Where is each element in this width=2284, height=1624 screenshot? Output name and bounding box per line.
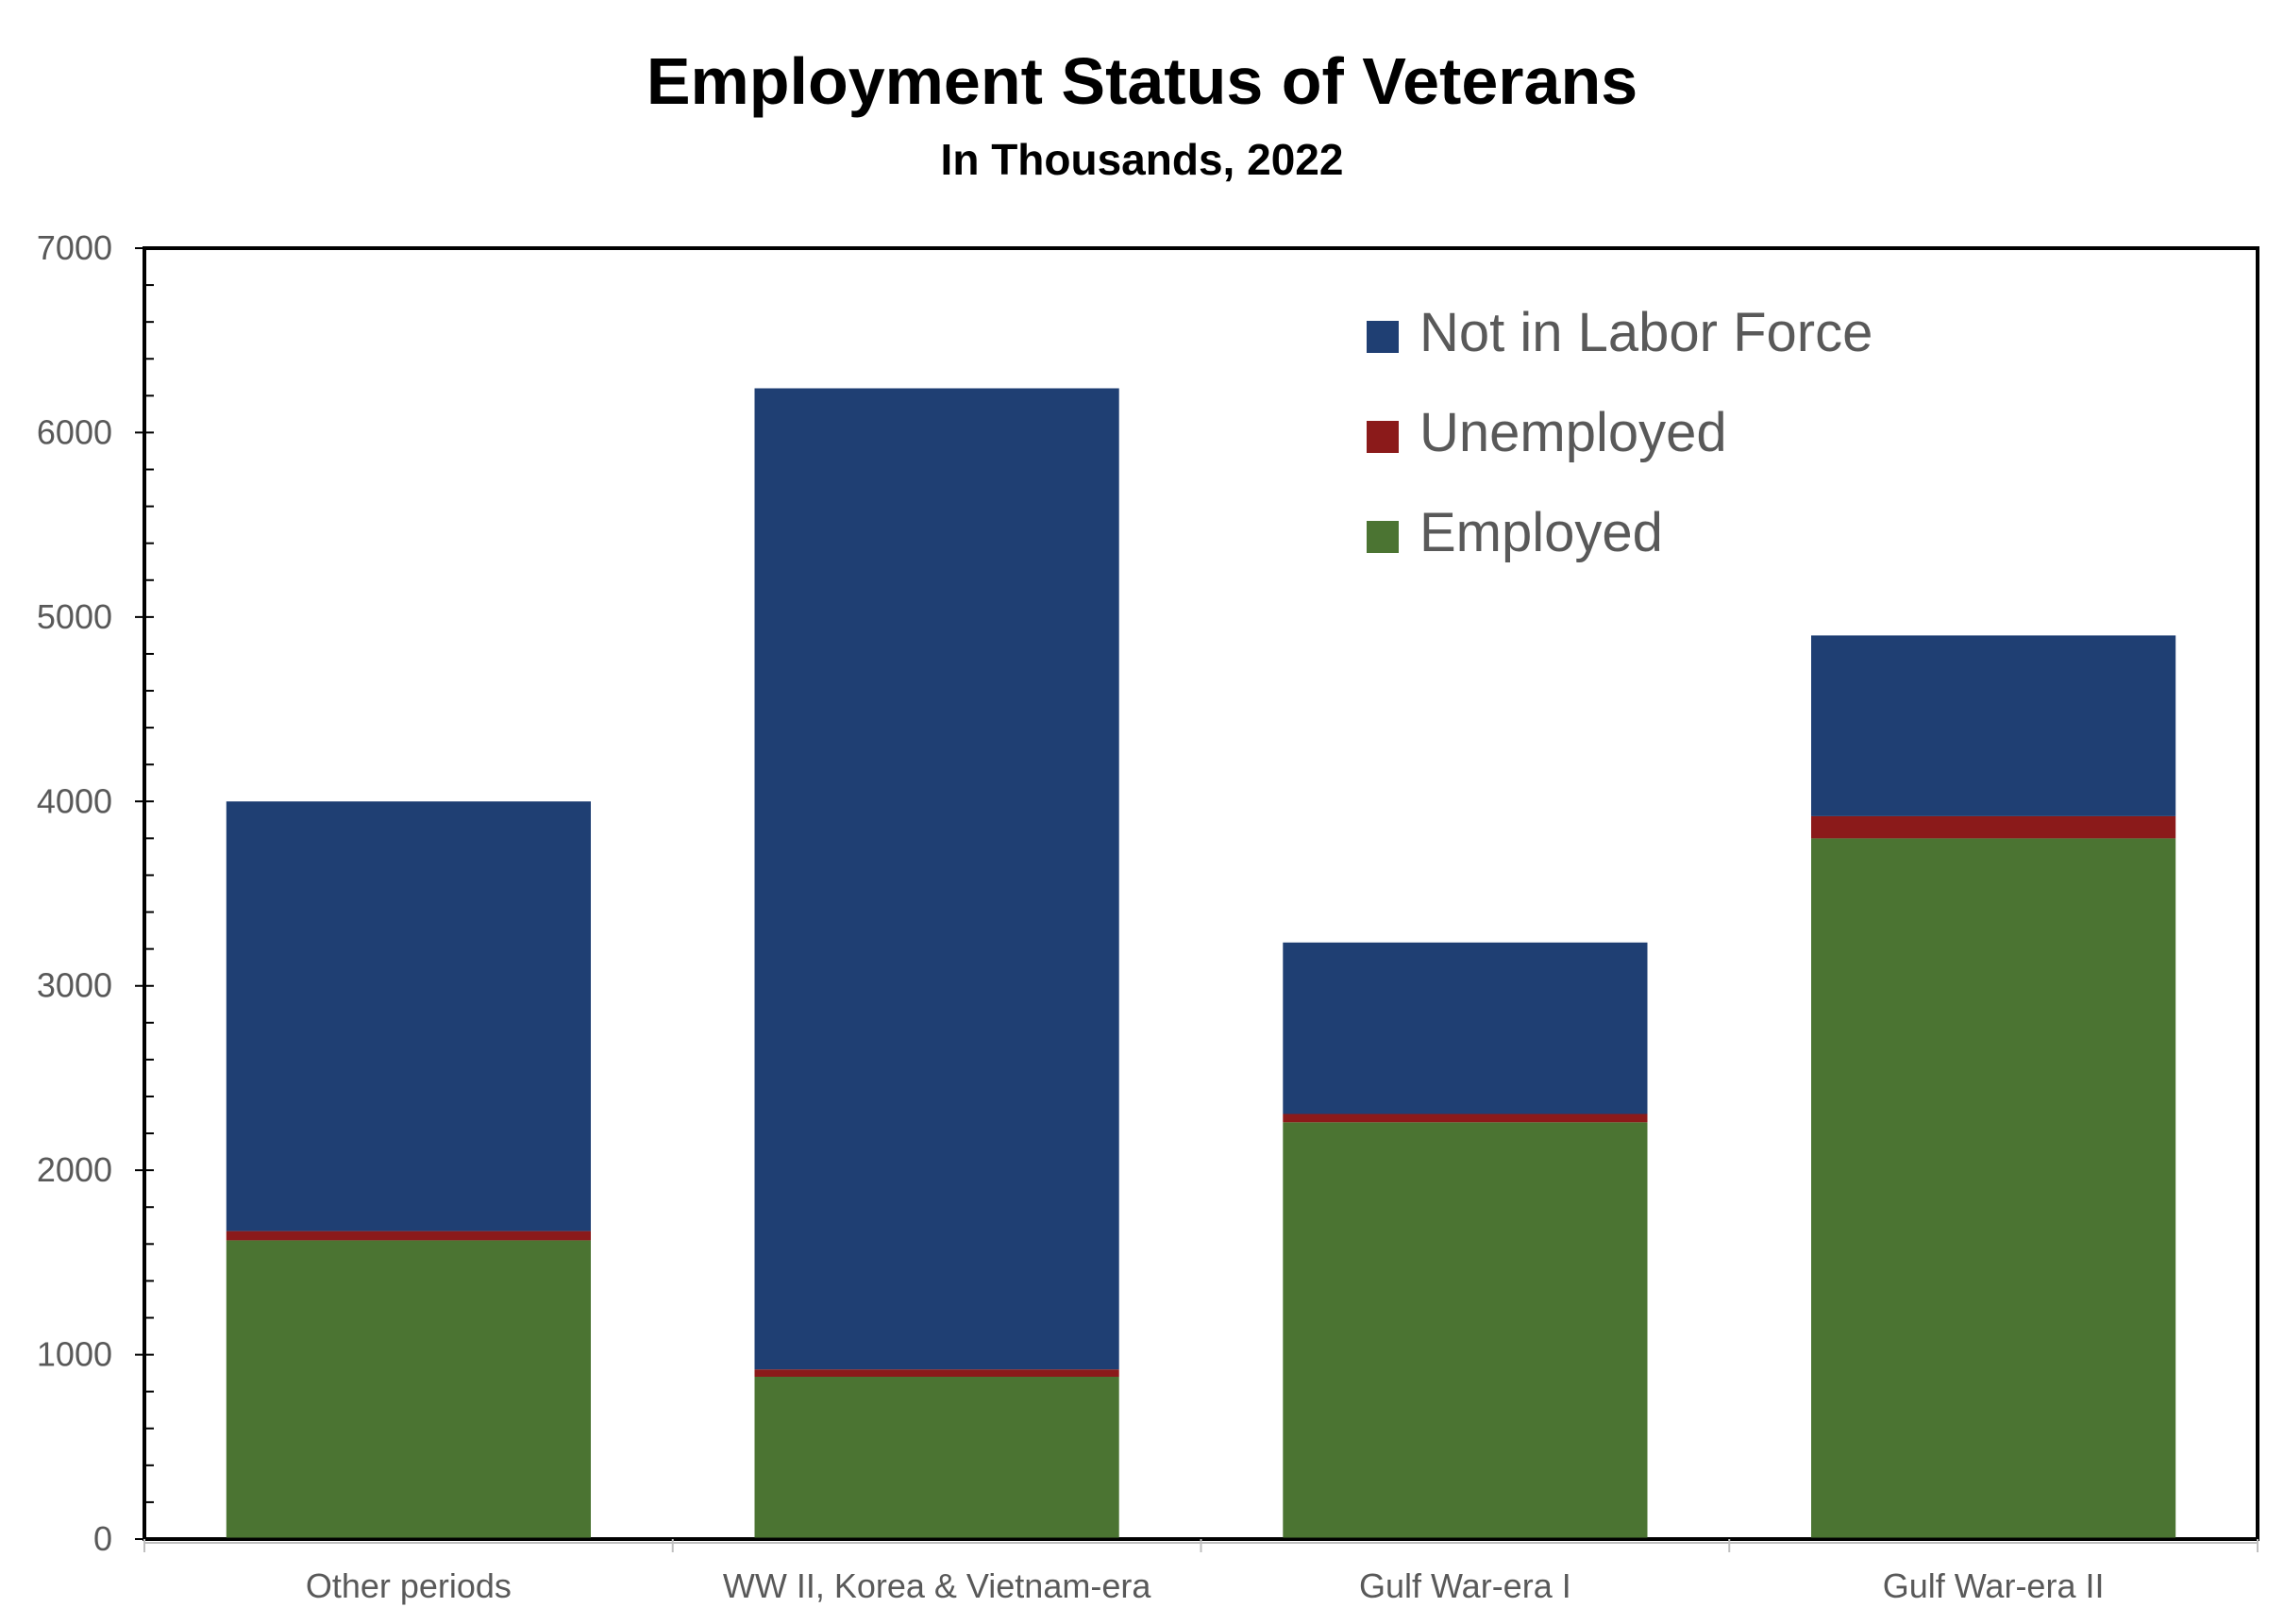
bar-unemployed-0: [226, 1231, 592, 1241]
chart-subtitle: In Thousands, 2022: [941, 135, 1344, 184]
x-tick-label: Gulf War-era II: [1883, 1566, 2105, 1605]
legend-label-employed: Employed: [1419, 502, 1663, 563]
bar-unemployed-2: [1283, 1113, 1648, 1123]
bar-not-in-labor-force-3: [1811, 635, 2176, 816]
y-tick-label: 1000: [37, 1335, 112, 1374]
x-tick-label: WW II, Korea & Vietnam-era: [723, 1566, 1151, 1605]
chart-title: Employment Status of Veterans: [647, 44, 1637, 118]
legend-swatch-employed: [1367, 521, 1399, 553]
bar-unemployed-1: [754, 1369, 1119, 1377]
y-tick-label: 4000: [37, 781, 112, 820]
bar-not-in-labor-force-2: [1283, 942, 1648, 1114]
x-tick-label: Gulf War-era I: [1359, 1566, 1571, 1605]
x-tick-label: Other periods: [306, 1566, 512, 1605]
y-tick-label: 3000: [37, 966, 112, 1005]
legend-label-not-in-labor-force: Not in Labor Force: [1419, 302, 1873, 363]
legend-swatch-unemployed: [1367, 421, 1399, 453]
legend-swatch-not-in-labor-force: [1367, 321, 1399, 353]
bar-employed-1: [754, 1377, 1119, 1539]
bar-employed-0: [226, 1240, 592, 1539]
bar-employed-2: [1283, 1122, 1648, 1539]
y-tick-label: 0: [93, 1519, 112, 1558]
bar-unemployed-3: [1811, 815, 2176, 839]
legend: Not in Labor Force Unemployed Employed: [1367, 302, 1873, 563]
bar-not-in-labor-force-1: [754, 388, 1119, 1370]
y-tick-label: 6000: [37, 412, 112, 451]
legend-label-unemployed: Unemployed: [1419, 402, 1727, 463]
y-tick-label: 7000: [37, 228, 112, 267]
y-tick-label: 5000: [37, 597, 112, 636]
bar-not-in-labor-force-0: [226, 801, 592, 1231]
plot-area: 0 1000 2000 3000 4000 5000 6000 7000 Other perio…: [37, 228, 2259, 1605]
y-tick-label: 2000: [37, 1150, 112, 1189]
bar-employed-3: [1811, 838, 2176, 1539]
